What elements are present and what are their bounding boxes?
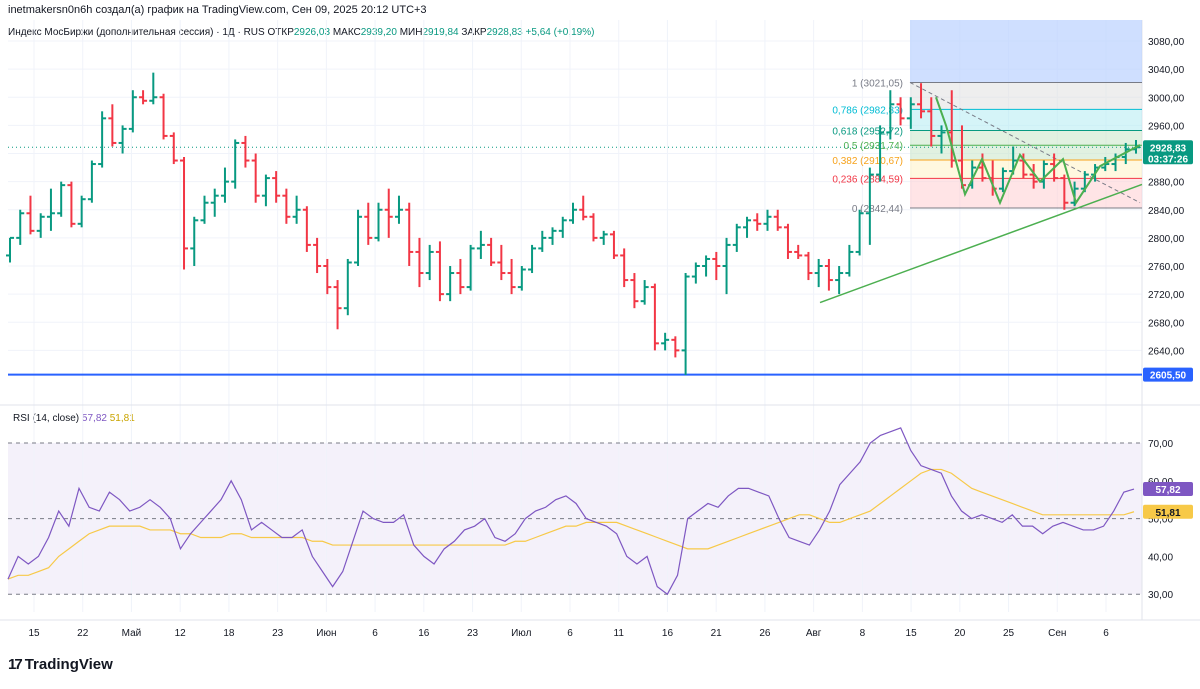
rsi-value-badge-text: 57,82 <box>1155 485 1180 496</box>
time-tick-label: 21 <box>711 628 723 639</box>
fib-level-label: 1 (3021,05) <box>852 78 903 89</box>
open-value: 2926,03 <box>293 27 331 38</box>
time-tick-label: Авг <box>806 628 822 639</box>
support-badge-text: 2605,50 <box>1150 371 1187 382</box>
close-label: ЗАКР <box>461 27 487 38</box>
support-badge <box>1143 367 1193 382</box>
rsi-tick-label: 30,00 <box>1148 590 1173 601</box>
rsi-title[interactable]: RSI (14, close) <box>13 413 80 424</box>
change-value: +5,64 (+0,19%) <box>525 27 595 38</box>
rsi-value-badge <box>1143 482 1193 497</box>
price-tick-label: 3040,00 <box>1148 65 1185 76</box>
tradingview-icon: 17 <box>8 656 23 673</box>
rsi-line <box>7 427 1135 596</box>
time-tick-label: 22 <box>77 628 89 639</box>
rsi-legend: RSI (14, close) 57,82 51,81 <box>13 413 135 424</box>
open-label: ОТКР <box>267 27 294 38</box>
rsi-tick-label: 50,00 <box>1148 515 1173 526</box>
time-tick-label: 12 <box>175 628 187 639</box>
rsi-tick-label: 40,00 <box>1148 552 1173 563</box>
trendline <box>819 183 1143 304</box>
fib-extension-zone <box>910 20 1142 83</box>
fib-zone <box>910 145 1142 161</box>
time-tick-label: 6 <box>1103 628 1109 639</box>
symbol-title[interactable]: Индекс МосБиржи (дополнительная сессия) … <box>8 27 265 38</box>
wave-drawing <box>935 96 1141 206</box>
high-label: МАКС <box>332 27 361 38</box>
time-tick-label: 6 <box>567 628 573 639</box>
last-price-badge-text: 03:37:26 <box>1148 154 1188 165</box>
time-tick-label: 18 <box>223 628 235 639</box>
author-line: inetmakersn0n6h создал(а) график на Trad… <box>8 4 427 16</box>
tradingview-logo: 17 TradingView <box>8 656 113 673</box>
price-tick-label: 3080,00 <box>1148 37 1185 48</box>
price-tick-label: 2680,00 <box>1148 318 1185 329</box>
fib-level-label: 0,236 (2884,59) <box>832 174 903 185</box>
price-tick-label: 3000,00 <box>1148 93 1185 104</box>
price-tick-label: 2640,00 <box>1148 346 1185 357</box>
time-tick-label: 25 <box>1003 628 1015 639</box>
fib-zone <box>910 178 1142 209</box>
time-tick-label: 26 <box>759 628 771 639</box>
time-tick-label: 8 <box>860 628 866 639</box>
time-tick-label: 15 <box>28 628 40 639</box>
price-tick-label: 2720,00 <box>1148 290 1185 301</box>
time-tick-label: 23 <box>272 628 284 639</box>
time-tick-label: Июл <box>511 628 531 639</box>
low-value: 2919,84 <box>422 27 459 38</box>
price-tick-label: 2960,00 <box>1148 121 1185 132</box>
last-price-badge <box>1143 140 1193 165</box>
close-value: 2928,83 <box>486 27 523 38</box>
time-tick-label: Сен <box>1048 628 1066 639</box>
high-value: 2939,20 <box>360 27 397 38</box>
fib-level-label: 0,786 (2982,83) <box>832 105 903 116</box>
price-tick-label: 2800,00 <box>1148 234 1185 245</box>
fib-trend-line <box>909 82 1141 204</box>
fib-level-label: 0,618 (2952,72) <box>832 126 903 137</box>
time-tick-label: 15 <box>906 628 918 639</box>
rsi-ma-line <box>7 468 1135 580</box>
time-tick-label: 23 <box>467 628 479 639</box>
price-tick-label: 2760,00 <box>1148 262 1185 273</box>
last-price-badge-text: 2928,83 <box>1150 143 1187 154</box>
symbol-legend: Индекс МосБиржи (дополнительная сессия) … <box>8 27 594 38</box>
fib-zone <box>910 130 1142 146</box>
time-tick-label: 16 <box>418 628 430 639</box>
fib-zone <box>910 82 1142 110</box>
time-tick-label: 11 <box>614 628 625 639</box>
low-label: МИН <box>399 27 423 38</box>
rsi-legend-value: 57,82 <box>81 413 107 424</box>
rsi-tick-label: 70,00 <box>1148 439 1173 450</box>
time-tick-label: 6 <box>372 628 378 639</box>
price-tick-label: 2880,00 <box>1148 178 1185 189</box>
price-tick-label: 2840,00 <box>1148 206 1185 217</box>
fib-level-label: 0,5 (2931,74) <box>844 141 904 152</box>
time-tick-label: Май <box>122 628 142 639</box>
rsi-legend-ma: 51,81 <box>109 413 135 424</box>
fib-zone <box>910 109 1142 131</box>
fib-level-label: 0 (2842,44) <box>852 204 903 215</box>
rsi-ma-badge <box>1143 504 1193 519</box>
fib-level-label: 0,382 (2910,67) <box>832 156 903 167</box>
time-tick-label: 16 <box>662 628 674 639</box>
rsi-ma-badge-text: 51,81 <box>1155 508 1180 519</box>
brand-name: TradingView <box>24 656 113 673</box>
time-tick-label: 20 <box>954 628 966 639</box>
time-tick-label: Июн <box>316 628 336 639</box>
